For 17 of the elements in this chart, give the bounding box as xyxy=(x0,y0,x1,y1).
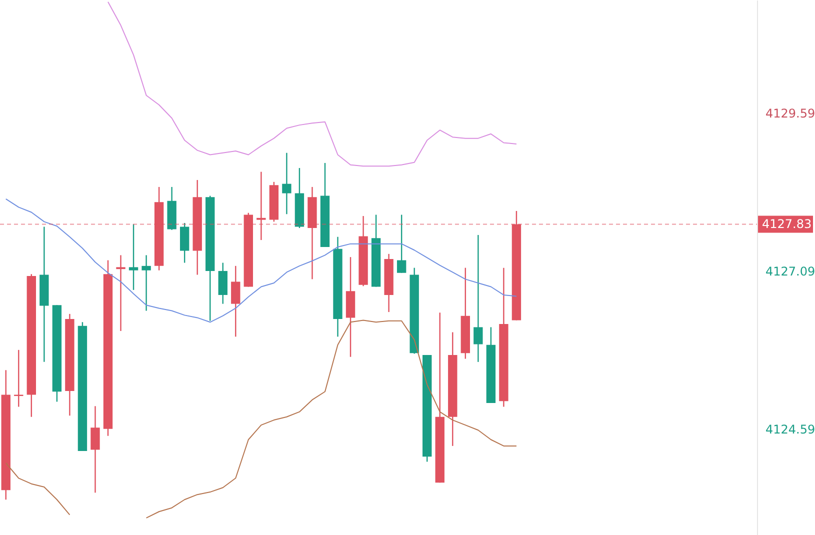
candlestick xyxy=(116,254,126,332)
candlestick xyxy=(231,265,240,338)
candlestick xyxy=(90,406,100,494)
candlestick xyxy=(256,171,266,241)
y-tick-label: 4127.09 xyxy=(766,264,815,278)
y-tick-label: 4129.59 xyxy=(766,106,815,121)
candlestick xyxy=(474,234,483,363)
candlestick xyxy=(142,254,151,312)
y-tick-label: 4124.59 xyxy=(766,422,815,436)
line-series xyxy=(5,198,517,323)
candlestick xyxy=(180,222,190,264)
candlestick xyxy=(396,214,406,274)
candlestick xyxy=(282,152,292,215)
candlestick xyxy=(128,224,138,291)
ref-line-label: 4127.83 xyxy=(762,217,812,232)
candlestick xyxy=(218,262,228,304)
line-series xyxy=(107,1,517,167)
